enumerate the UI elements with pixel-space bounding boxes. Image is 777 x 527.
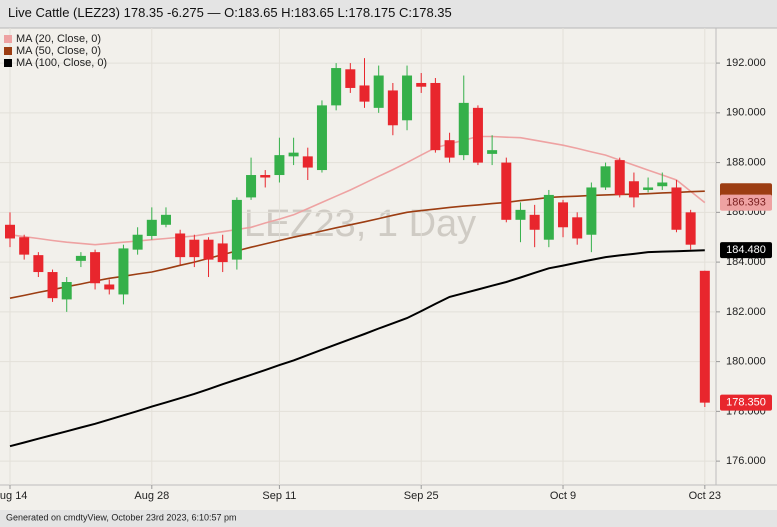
candle-body bbox=[104, 284, 115, 290]
ma-line bbox=[9, 135, 706, 246]
x-tick-label: Oct 23 bbox=[689, 490, 721, 502]
candle-body bbox=[657, 182, 668, 187]
candle-body bbox=[160, 214, 171, 225]
price-tag bbox=[720, 394, 772, 411]
candle-body bbox=[685, 212, 696, 245]
header-bar bbox=[0, 0, 777, 28]
candle-body bbox=[558, 202, 569, 228]
candle-body bbox=[203, 239, 214, 260]
candle-body bbox=[487, 150, 498, 154]
candle-body bbox=[146, 219, 157, 236]
candle-body bbox=[600, 166, 611, 188]
candle-body bbox=[189, 239, 200, 258]
candle-body bbox=[373, 75, 384, 108]
candle-body bbox=[402, 75, 413, 121]
legend-label: MA (50, Close, 0) bbox=[16, 45, 101, 57]
candle-body bbox=[33, 255, 44, 273]
legend-label: MA (20, Close, 0) bbox=[16, 33, 101, 45]
title: Live Cattle (LEZ23) bbox=[8, 5, 120, 20]
candle-body bbox=[288, 152, 299, 157]
y-tick-label: 188.000 bbox=[726, 156, 766, 168]
price-tag-label: 186.393 bbox=[726, 196, 766, 208]
candle-body bbox=[231, 199, 242, 260]
x-tick-label: Aug 28 bbox=[134, 490, 169, 502]
candle-body bbox=[572, 217, 583, 239]
y-tick-label: 192.000 bbox=[726, 57, 766, 69]
x-tick-label: Aug 14 bbox=[0, 490, 27, 502]
ma-line bbox=[9, 249, 705, 448]
candle-body bbox=[61, 281, 72, 300]
candle-body bbox=[501, 162, 512, 220]
candle-body bbox=[416, 82, 427, 87]
legend-label: MA (100, Close, 0) bbox=[16, 57, 107, 69]
candle-body bbox=[699, 270, 710, 403]
candle-body bbox=[586, 187, 597, 235]
price-tag-label: 178.350 bbox=[726, 397, 766, 409]
y-tick-label: 184.000 bbox=[726, 256, 766, 268]
candle-body bbox=[132, 234, 143, 250]
price-tag-label: 184.480 bbox=[726, 244, 766, 256]
candle-body bbox=[345, 69, 356, 88]
candle-body bbox=[671, 187, 682, 230]
candle-body bbox=[302, 156, 313, 168]
x-tick-label: Sep 25 bbox=[404, 490, 439, 502]
candle-body bbox=[274, 155, 285, 176]
candle-body bbox=[316, 105, 327, 171]
y-tick-label: 190.000 bbox=[726, 107, 766, 119]
footer: Generated on cmdtyView, October 23rd 202… bbox=[6, 512, 236, 522]
candle-body bbox=[387, 90, 398, 126]
candle-body bbox=[543, 194, 554, 240]
legend-swatch bbox=[4, 35, 12, 43]
legend-swatch bbox=[4, 59, 12, 67]
candle-body bbox=[614, 160, 625, 195]
y-tick-label: 180.000 bbox=[726, 356, 766, 368]
candle-body bbox=[246, 175, 257, 198]
candle-body bbox=[458, 102, 469, 156]
quote: 178.35 -6.275 — O:183.65 H:183.65 L:178.… bbox=[124, 5, 452, 20]
candle-body bbox=[643, 187, 654, 190]
candle-body bbox=[19, 237, 30, 255]
candle-body bbox=[331, 68, 342, 106]
y-tick-label: 182.000 bbox=[726, 306, 766, 318]
y-tick-label: 176.000 bbox=[726, 455, 766, 467]
candle-body bbox=[217, 243, 228, 263]
footer-bar bbox=[0, 510, 777, 527]
candle-body bbox=[515, 209, 526, 220]
legend-swatch bbox=[4, 47, 12, 55]
candle-body bbox=[529, 214, 540, 230]
candle-body bbox=[90, 252, 101, 284]
x-tick-label: Oct 9 bbox=[550, 490, 576, 502]
candle-body bbox=[175, 233, 186, 258]
watermark: LEZ23, 1 Day bbox=[244, 203, 476, 245]
candle-body bbox=[359, 85, 370, 102]
candle-body bbox=[118, 248, 129, 295]
candle-body bbox=[472, 107, 483, 163]
x-tick-label: Sep 11 bbox=[262, 490, 296, 502]
candle-body bbox=[75, 255, 86, 261]
candle-body bbox=[47, 272, 58, 299]
price-tag bbox=[720, 194, 772, 211]
chart-title: Live Cattle (LEZ23) 178.35 -6.275 — O:18… bbox=[8, 5, 452, 20]
candle-body bbox=[444, 140, 455, 158]
candle-body bbox=[430, 82, 441, 151]
price-tag bbox=[720, 242, 772, 259]
candle-body bbox=[628, 181, 639, 198]
candle-body bbox=[5, 224, 15, 239]
candle-body bbox=[260, 175, 271, 178]
